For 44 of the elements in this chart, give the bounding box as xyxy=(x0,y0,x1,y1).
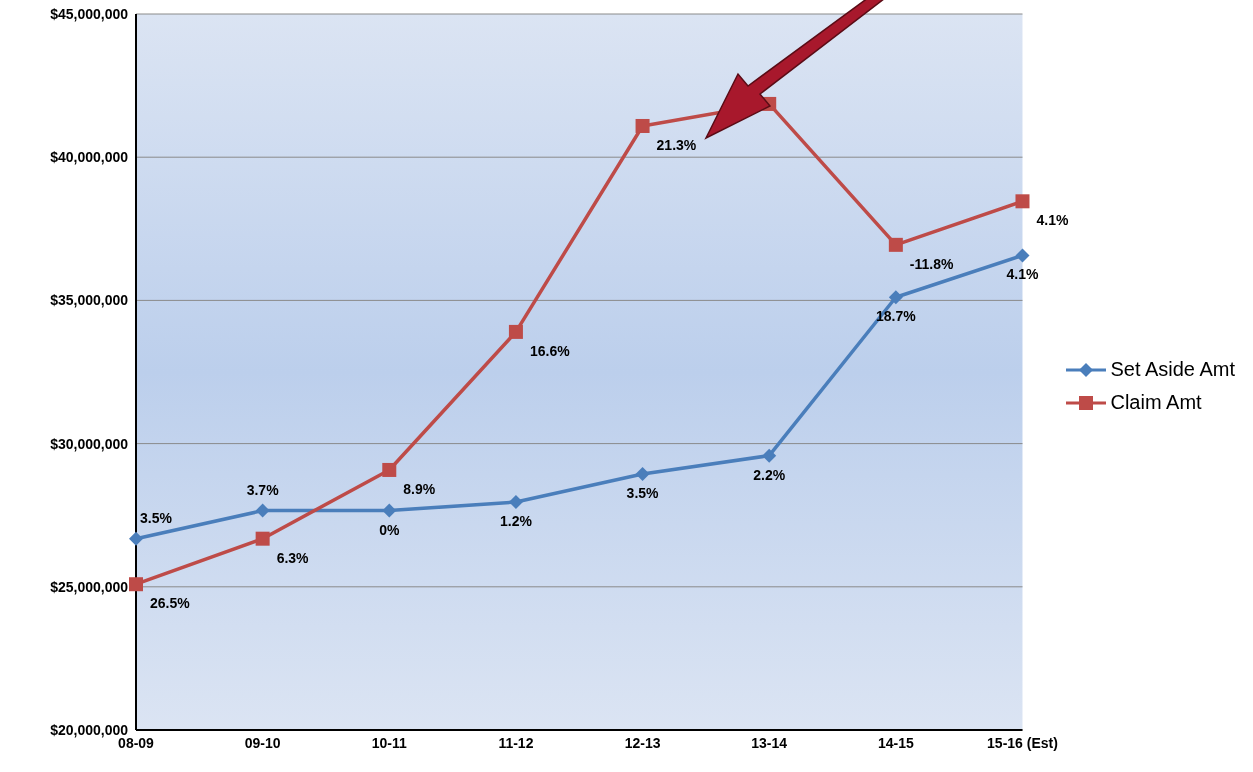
point xyxy=(382,503,397,518)
x-tick-label: 10-11 xyxy=(371,734,408,751)
annotation: -11.8% xyxy=(909,255,954,272)
point xyxy=(255,531,270,546)
annotation: 6.3% xyxy=(276,549,310,566)
y-tick-label: $40,000,000 xyxy=(50,149,129,166)
point xyxy=(1015,194,1030,209)
x-tick-label: 11-12 xyxy=(498,734,534,751)
point xyxy=(762,448,777,463)
x-tick-label: 12-13 xyxy=(624,734,661,751)
x-tick-label: 15-16 (Est) xyxy=(987,734,1058,751)
y-tick-label: $45,000,000 xyxy=(50,5,129,22)
point xyxy=(508,324,523,339)
annotation: 3.5% xyxy=(626,484,660,501)
annotation: 16.6% xyxy=(529,342,571,359)
point xyxy=(255,503,270,518)
point xyxy=(129,531,143,546)
annotation: 2.2% xyxy=(753,466,786,483)
point xyxy=(888,290,903,305)
point xyxy=(635,118,650,133)
annotation: 26.5% xyxy=(150,595,191,612)
y-tick-label: $30,000,000 xyxy=(50,435,129,452)
point xyxy=(508,495,523,510)
x-tick-label: 14-15 xyxy=(877,734,914,751)
annotation: 4.1% xyxy=(1006,266,1039,283)
point xyxy=(888,237,903,252)
annotation: 0% xyxy=(379,521,400,538)
legend-label: Claim Amt xyxy=(1110,391,1202,414)
y-tick-label: $35,000,000 xyxy=(50,292,129,309)
annotation: 21.3% xyxy=(656,136,697,153)
legend-label: Set Aside Amt xyxy=(1110,358,1235,381)
point xyxy=(382,462,397,477)
annotation: 8.9% xyxy=(403,480,436,497)
point xyxy=(129,577,143,592)
x-tick-label: 09-10 xyxy=(244,734,281,751)
annotation: 1.2% xyxy=(499,513,533,530)
y-tick-label: $25,000,000 xyxy=(50,578,129,595)
annotation: 3.5% xyxy=(140,509,173,526)
x-tick-label: 13-14 xyxy=(751,734,788,751)
annotation: 18.7% xyxy=(875,308,917,325)
point xyxy=(635,466,650,481)
annotation: 4.1% xyxy=(1036,212,1069,229)
point xyxy=(1015,248,1030,263)
annotation: 3.7% xyxy=(246,481,280,498)
